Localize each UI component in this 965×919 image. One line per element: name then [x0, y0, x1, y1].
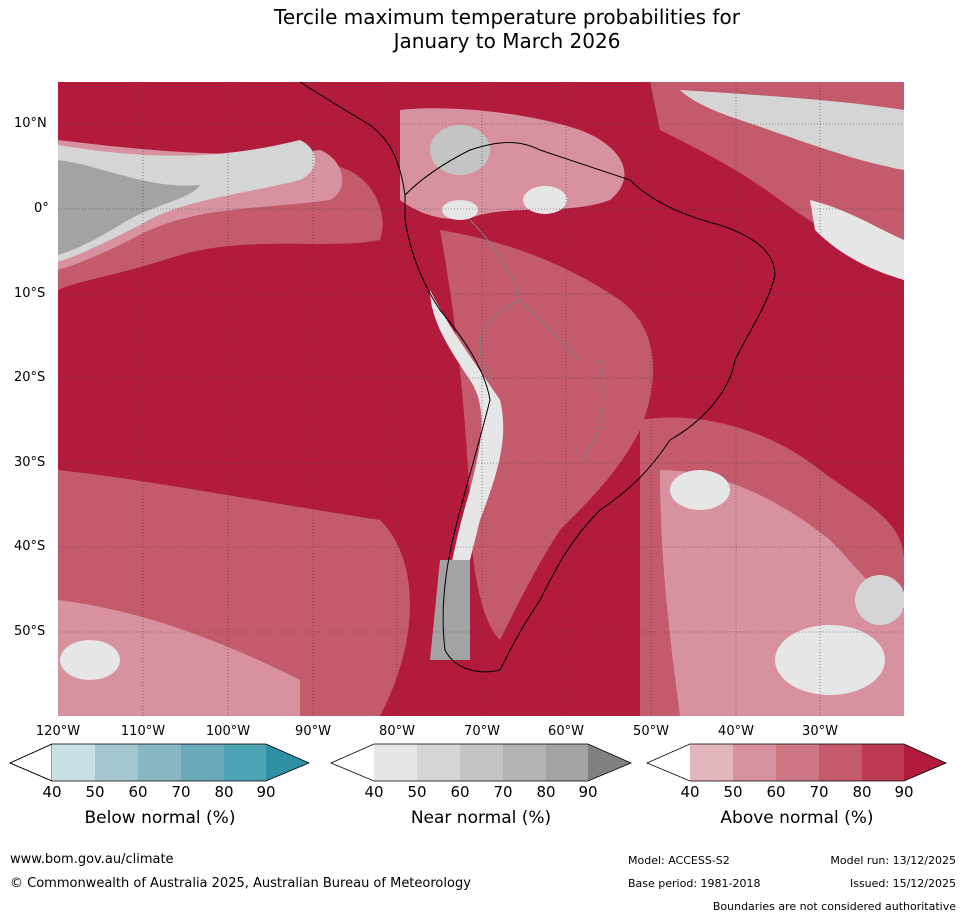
central-america-coastline	[299, 81, 406, 196]
near-tick-70: 70	[493, 783, 513, 801]
lon-label-80w: 80°W	[379, 724, 415, 739]
lat-label-30s: 30°S	[14, 455, 46, 470]
chart-title: Tercile maximum temperature probabilitie…	[0, 5, 965, 53]
near-tick-90: 90	[578, 783, 598, 801]
colorbar-above-low-arrow	[647, 744, 690, 781]
lat-label-40s: 40°S	[14, 539, 46, 554]
colorbar-near-60-70	[460, 744, 503, 781]
below-tick-90: 90	[256, 783, 276, 801]
colorbar-below-80-90	[224, 744, 266, 781]
colorbar-near-70-80	[503, 744, 546, 781]
lat-label-50s: 50°S	[14, 624, 46, 639]
above-tick-80: 80	[852, 783, 872, 801]
map-gridlines	[58, 82, 904, 716]
colorbar-above-60-70	[776, 744, 819, 781]
field-venezuela-near	[523, 186, 567, 214]
colorbar-near-low-arrow	[331, 744, 374, 781]
below-normal-title: Below normal (%)	[84, 808, 236, 828]
below-tick-60: 60	[128, 783, 148, 801]
footer-model-run: Model run: 13/12/2025	[830, 854, 956, 867]
colorbar-above-70-80	[819, 744, 862, 781]
near-tick-50: 50	[407, 783, 427, 801]
below-tick-50: 50	[85, 783, 105, 801]
colorbar-above-40-50	[690, 744, 733, 781]
field-continent-70	[440, 230, 654, 640]
lon-label-110w: 110°W	[120, 724, 166, 739]
footer-disclaimer: Boundaries are not considered authoritat…	[712, 900, 956, 913]
field-sa-near-2	[775, 625, 885, 695]
lon-label-50w: 50°W	[633, 724, 669, 739]
near-tick-80: 80	[536, 783, 556, 801]
lon-label-40w: 40°W	[718, 724, 754, 739]
colorbar-near-50-60	[417, 744, 460, 781]
field-sa-near-3	[855, 575, 904, 625]
field-sp-near	[60, 640, 120, 680]
colorbar-below-70-80	[181, 744, 224, 781]
probability-field	[58, 82, 904, 716]
lat-label-10n: 10°N	[14, 116, 47, 131]
above-tick-60: 60	[766, 783, 786, 801]
footer-base-period: Base period: 1981-2018	[628, 877, 761, 890]
field-ecuador-near	[442, 200, 478, 220]
colorbar-below-low-arrow	[9, 743, 53, 782]
colorbar-above-high-arrow	[904, 744, 946, 781]
above-tick-50: 50	[723, 783, 743, 801]
lon-label-30w: 30°W	[802, 724, 838, 739]
below-tick-70: 70	[171, 783, 191, 801]
above-tick-90: 90	[894, 783, 914, 801]
above-normal-title: Above normal (%)	[720, 808, 874, 828]
lon-label-90w: 90°W	[295, 724, 331, 739]
field-patagonia-near-80	[430, 560, 470, 660]
field-sa-near-1	[670, 470, 730, 510]
above-tick-70: 70	[809, 783, 829, 801]
above-tick-40: 40	[680, 783, 700, 801]
colorbar-below-60-70	[138, 744, 181, 781]
near-tick-60: 60	[450, 783, 470, 801]
colorbar-below	[9, 743, 311, 782]
colorbar-near	[329, 743, 633, 782]
country-borders	[469, 219, 605, 461]
south-america-coastline	[404, 142, 776, 673]
lon-label-100w: 100°W	[205, 724, 251, 739]
lon-label-70w: 70°W	[464, 724, 500, 739]
field-atlantic-eq-near	[810, 200, 904, 280]
colorbar-above-80-90	[862, 744, 904, 781]
near-tick-40: 40	[364, 783, 384, 801]
lat-label-0: 0°	[34, 201, 49, 216]
footer-issued: Issued: 15/12/2025	[849, 877, 956, 890]
colorbar-above-50-60	[733, 744, 776, 781]
title-line-1: Tercile maximum temperature probabilitie…	[274, 5, 740, 29]
colorbar-below-50-60	[95, 744, 138, 781]
field-south-pacific-60	[58, 600, 300, 716]
lat-label-20s: 20°S	[14, 370, 46, 385]
field-colombia-near	[430, 125, 490, 175]
footer-website: www.bom.gov.au/climate	[10, 852, 174, 867]
footer-model: Model: ACCESS-S2	[628, 854, 730, 867]
colorbar-above	[645, 743, 947, 782]
field-pacific-near-80	[58, 160, 200, 255]
footer-copyright: © Commonwealth of Australia 2025, Austra…	[10, 876, 471, 891]
lon-label-60w: 60°W	[548, 724, 584, 739]
lon-label-120w: 120°W	[35, 724, 81, 739]
below-tick-40: 40	[42, 783, 62, 801]
colorbar-near-high-arrow	[588, 744, 631, 781]
colorbar-near-80-90	[546, 744, 588, 781]
colorbar-below-40-50	[52, 744, 95, 781]
near-normal-title: Near normal (%)	[410, 808, 552, 828]
lat-label-10s: 10°S	[14, 286, 46, 301]
title-line-2: January to March 2026	[393, 29, 621, 53]
colorbar-below-high-arrow	[266, 744, 309, 781]
colorbar-near-40-50	[374, 744, 417, 781]
field-pacific-near-50	[58, 140, 315, 262]
below-tick-80: 80	[214, 783, 234, 801]
